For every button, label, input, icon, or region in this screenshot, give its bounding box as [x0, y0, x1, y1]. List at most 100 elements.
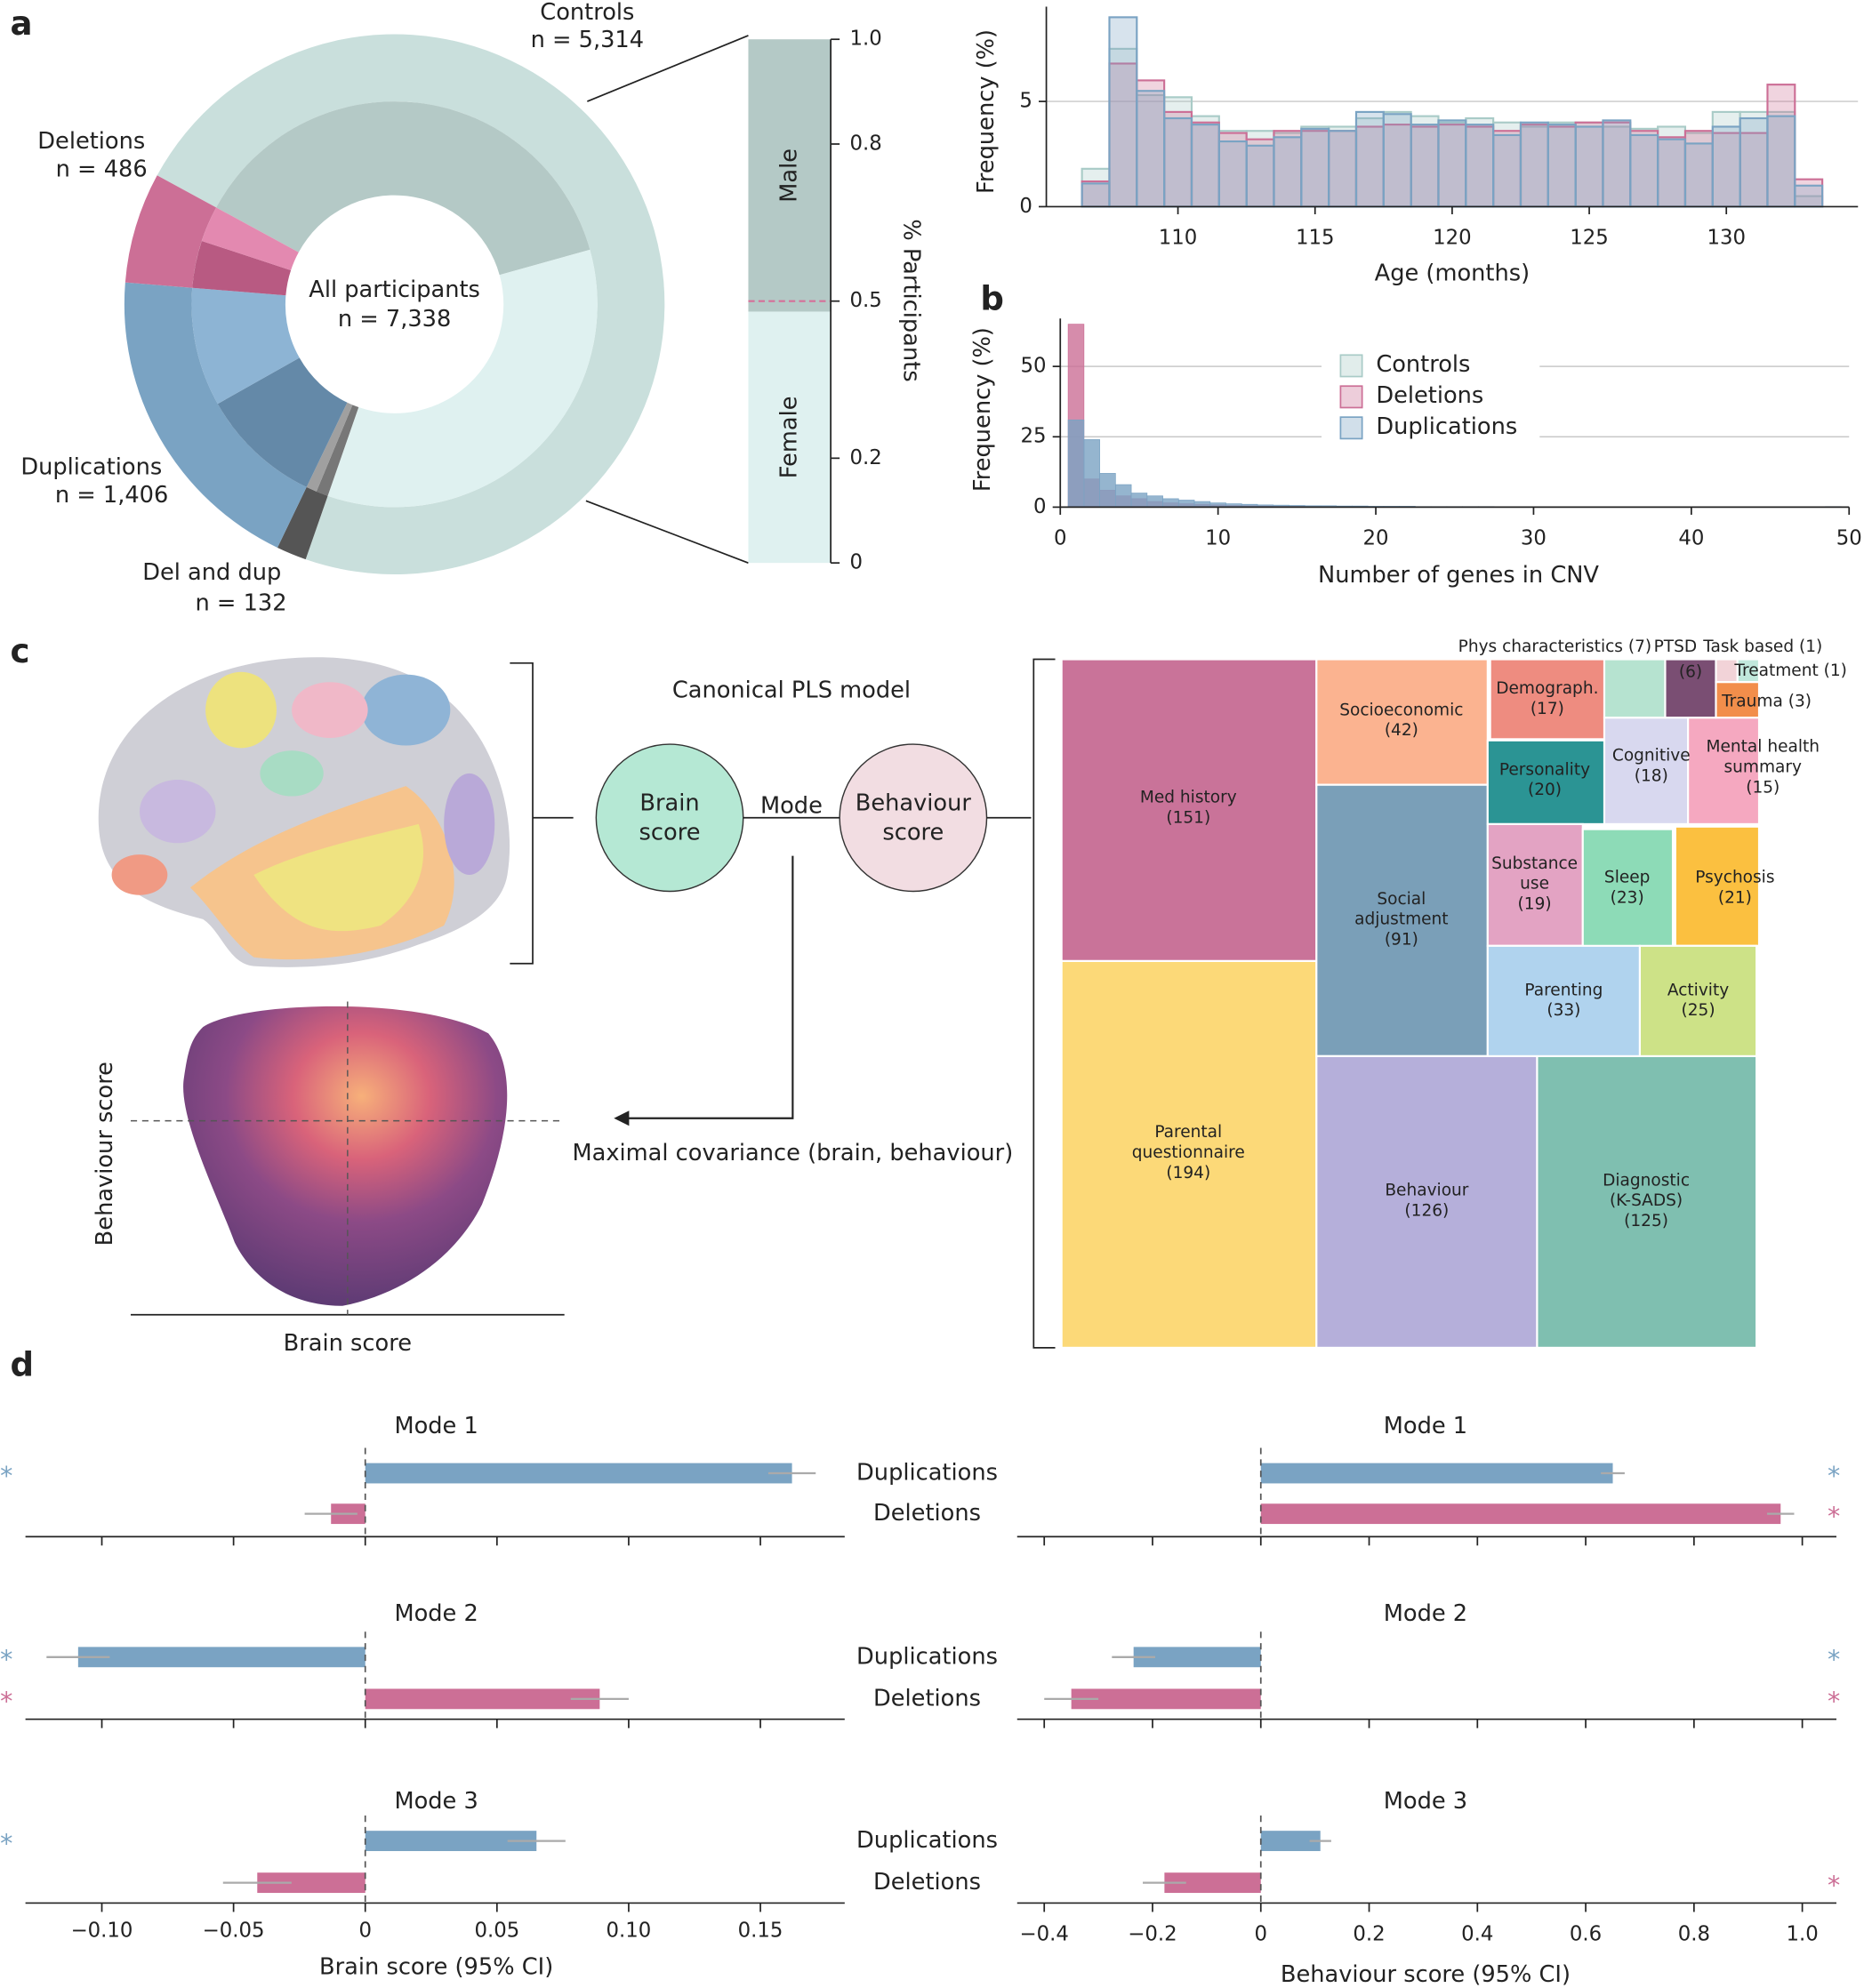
significance-marker: * — [0, 1461, 12, 1490]
inner-slice — [191, 287, 300, 405]
histogram-bar — [1629, 130, 1659, 208]
treemap-label-box: Trauma (3) — [1640, 652, 1872, 753]
bar — [365, 1831, 537, 1851]
y-tick-label: 0.5 — [850, 289, 882, 312]
significance-marker: * — [1828, 1461, 1840, 1490]
bracket — [1032, 658, 1056, 1349]
histogram-bar — [1328, 130, 1358, 208]
y-tick-label: 0 — [850, 551, 864, 574]
center-label: n = 7,338 — [338, 306, 452, 333]
chart-title: Mode 3 — [394, 1788, 478, 1815]
treemap-label-box: Med history (151) — [1062, 758, 1315, 860]
histogram-bar — [1190, 115, 1220, 208]
histogram-bar — [1602, 121, 1632, 208]
treemap-name: Trauma — [1722, 692, 1783, 711]
treemap-name: Substance use — [1491, 854, 1579, 894]
histogram-bar — [1162, 498, 1179, 508]
treemap-name: Med history — [1139, 788, 1237, 808]
panel-label: b — [980, 279, 1004, 317]
treemap-label: Trauma (3) — [1640, 652, 1872, 753]
category-label: Duplications — [856, 1643, 998, 1670]
legend-box — [1322, 340, 1540, 448]
histogram-bar — [1354, 110, 1385, 208]
bar — [1071, 1688, 1261, 1710]
axis-label: Frequency (%) — [969, 327, 996, 492]
treemap-label-box: Diagnostic (K-SADS) (125) — [1519, 1151, 1772, 1253]
x-tick-label: −0.2 — [1128, 1923, 1177, 1946]
treemap-cell — [1603, 658, 1667, 719]
panel-label: a — [11, 4, 33, 43]
treemap-value: (21) — [1717, 888, 1752, 909]
axis-label: Age (months) — [1375, 261, 1530, 287]
treemap-label: Phys characteristics (7) — [1428, 597, 1682, 699]
x-tick-label: 0 — [358, 1919, 372, 1942]
arrow-head — [614, 1110, 630, 1126]
slice-value-label: n = 1,406 — [55, 482, 169, 509]
y-tick-label: 25 — [1021, 425, 1047, 448]
histogram-bar — [1146, 495, 1163, 508]
bar — [1164, 1872, 1261, 1894]
treemap-label: Activity(25) — [1667, 981, 1729, 1021]
center-title: All participants — [309, 277, 480, 303]
treemap-name: Parenting — [1524, 981, 1603, 1000]
axis-label: Brain score — [284, 1330, 412, 1357]
donut-slice — [124, 282, 307, 548]
legend-swatch — [1339, 416, 1363, 440]
treemap-value: (3) — [1788, 692, 1812, 711]
slice-value-label: n = 486 — [56, 156, 148, 183]
slice-label: Duplications — [20, 454, 162, 481]
bar — [1260, 1503, 1781, 1525]
treemap-label: Social adjustment(91) — [1274, 870, 1528, 971]
treemap-value: (15) — [1746, 778, 1780, 798]
category-label: Deletions — [873, 1869, 981, 1896]
treemap-label-row: Task based (1) — [1703, 637, 1822, 658]
bar — [77, 1647, 366, 1668]
significance-marker: * — [1828, 1687, 1840, 1716]
treemap-name: PTSD — [1653, 637, 1698, 657]
histogram-bar — [1217, 140, 1248, 208]
bar — [257, 1872, 366, 1894]
segment-label: Female — [775, 396, 802, 478]
treemap-label: Diagnostic (K-SADS)(125) — [1519, 1151, 1772, 1253]
treemap-label-box: Psychosis (21) — [1608, 838, 1861, 940]
treemap-label-row: Trauma (3) — [1722, 692, 1812, 712]
treemap-value: (194) — [1166, 1164, 1211, 1183]
treemap-label-box: Phys characteristics (7) — [1428, 597, 1682, 699]
axis-label: Behaviour score — [92, 1062, 118, 1246]
x-tick-label: 0.05 — [474, 1919, 519, 1942]
inner-slice — [327, 249, 598, 508]
x-tick-label: 120 — [1433, 227, 1472, 250]
bar — [1260, 1463, 1613, 1484]
histogram-bar — [1108, 16, 1138, 208]
treemap-name: Phys characteristics — [1458, 637, 1623, 657]
treemap-label: Sleep(23) — [1500, 838, 1754, 940]
treemap-label: Mental health summary(15) — [1706, 737, 1820, 798]
treemap-name: Behaviour — [1385, 1181, 1469, 1201]
node-label: Brain — [639, 790, 699, 817]
treemap-name: Cognitive — [1611, 746, 1691, 766]
treemap-value: (1) — [1823, 661, 1847, 681]
category-label: Deletions — [873, 1685, 981, 1711]
node-label: Behaviour — [856, 790, 972, 817]
treemap-name: Personality — [1498, 760, 1591, 780]
slice-label: Del and dup — [142, 559, 281, 586]
histogram-bar — [1193, 501, 1211, 508]
treemap-value: (23) — [1610, 888, 1644, 909]
histogram-bar — [1083, 439, 1100, 508]
histogram-bar — [1190, 124, 1220, 208]
treemap-label: Substance use(19) — [1491, 854, 1579, 915]
legend-swatch — [1339, 354, 1363, 378]
y-tick-label: 0 — [1033, 495, 1047, 518]
treemap-label-box: Sleep (23) — [1500, 838, 1754, 940]
x-tick-label: 0 — [1054, 527, 1067, 550]
panel-label: c — [11, 632, 30, 670]
x-tick-label: −0.10 — [71, 1919, 133, 1942]
treemap-cell — [1536, 1054, 1758, 1349]
histogram-bar — [1465, 124, 1495, 208]
inner-slice — [216, 101, 591, 276]
chart-title: Mode 1 — [1384, 1413, 1467, 1439]
treemap-label-box: Social adjustment (91) — [1274, 870, 1528, 971]
link-label: Mode — [760, 792, 823, 819]
